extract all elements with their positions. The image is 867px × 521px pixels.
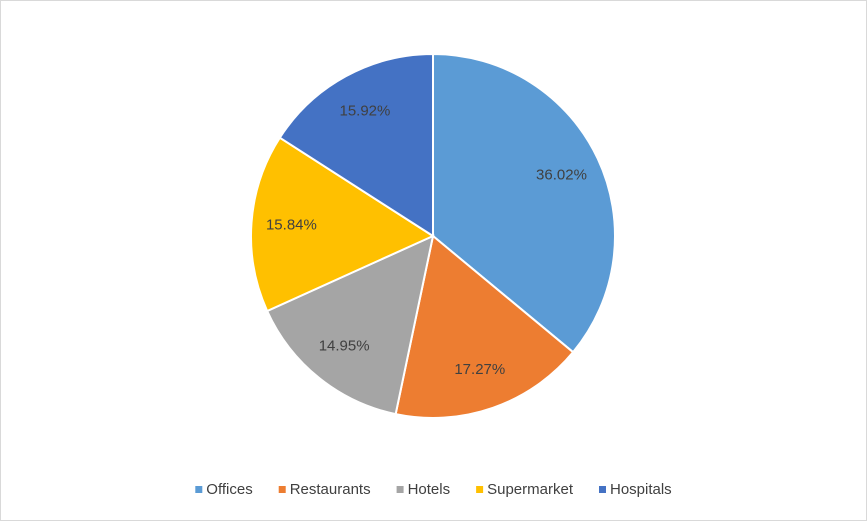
- legend-label: Supermarket: [487, 481, 574, 498]
- legend-item: Hospitals: [598, 481, 672, 498]
- legend-label: Offices: [206, 481, 252, 498]
- pie-slice: [394, 234, 575, 419]
- pie-slice: [278, 52, 434, 238]
- legend-marker: [396, 486, 404, 493]
- data-label: 15.84%: [266, 217, 317, 234]
- legend-marker: [598, 486, 606, 493]
- data-label: 15.92%: [339, 102, 390, 119]
- data-label: 36.02%: [536, 167, 587, 184]
- legend-item: Supermarket: [476, 481, 574, 498]
- legend-label: Hospitals: [610, 481, 672, 498]
- legend-marker: [195, 486, 203, 493]
- legend-label: Hotels: [408, 481, 451, 498]
- data-label: 14.95%: [319, 338, 370, 355]
- legend: Offices Restaurants Hotels Supermarket Hospi…: [195, 481, 672, 498]
- legend-item: Hotels: [396, 481, 451, 498]
- data-labels: 36.02% 17.27% 14.95% 15.84% 15.92%: [266, 102, 587, 378]
- legend-marker: [476, 486, 484, 493]
- data-label: 17.27%: [454, 361, 505, 378]
- legend-item: Offices: [195, 481, 253, 498]
- pie-slice: [432, 52, 616, 354]
- legend-item: Restaurants: [278, 481, 371, 498]
- pie-slice: [265, 234, 435, 416]
- legend-marker: [278, 486, 286, 493]
- pie-slice: [250, 136, 436, 313]
- legend-label: Restaurants: [290, 481, 371, 498]
- pie: [250, 52, 616, 419]
